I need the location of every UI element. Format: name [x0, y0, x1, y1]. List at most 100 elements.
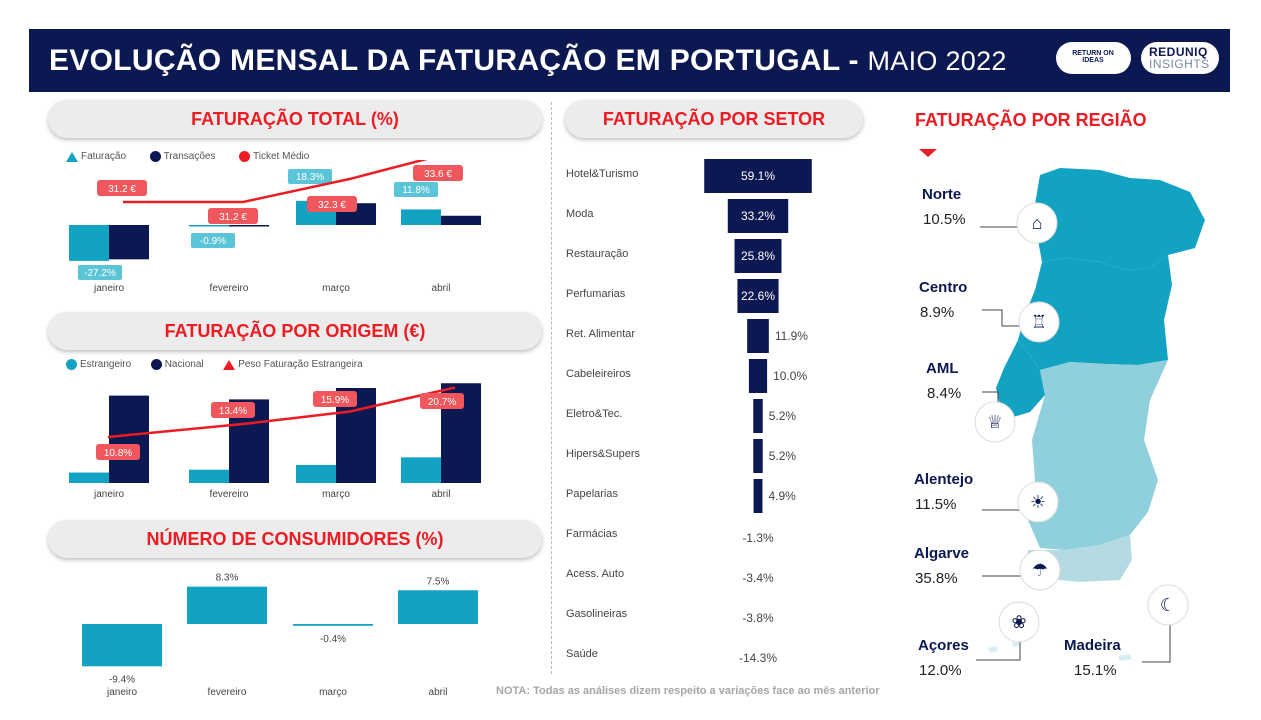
portugal-map: ⌂ ♖ ♕ ☀ ☂ ❀ ☾ [974, 168, 1205, 663]
palace-icon: ♖ [1018, 301, 1060, 343]
data-label-box [191, 233, 235, 248]
roi-logo-text: RETURN ON IDEAS [1072, 50, 1114, 64]
x-tick-label: fevereiro [210, 283, 249, 294]
data-label-consumidores: -0.4% [320, 634, 346, 645]
region-value: 12.0% [919, 662, 962, 679]
bar-estrangeiro [69, 472, 109, 483]
x-tick-label: janeiro [93, 489, 124, 500]
bar-consumidores [82, 624, 162, 667]
data-label-ticket: 31.2 € [108, 184, 136, 195]
legend-label: Peso Faturação Estrangeira [238, 359, 363, 370]
data-label-box [208, 208, 258, 224]
triangle-marker-icon [223, 359, 236, 370]
data-label-consumidores: -9.4% [109, 674, 135, 685]
caret-down-icon [919, 149, 937, 157]
sector-label: Moda [566, 208, 594, 220]
data-label-faturacao: 11.8% [402, 185, 430, 196]
data-label-ticket: 31.2 € [219, 212, 247, 223]
x-tick-label: abril [432, 283, 451, 294]
data-label-setor: 4.9% [768, 489, 796, 503]
svg-text:♖: ♖ [1031, 312, 1047, 332]
reduniq-logo-text: REDUNIQ [1149, 45, 1208, 59]
bar-estrangeiro [189, 469, 229, 483]
data-label-setor: -1.3% [742, 531, 774, 545]
region-name: Alentejo [914, 471, 974, 488]
section-title-total: FATURAÇÃO TOTAL (%) [48, 100, 542, 138]
sector-label: Hotel&Turismo [566, 168, 638, 180]
insights-logo-text: INSIGHTS [1149, 57, 1210, 71]
banana-icon: ☾ [1147, 584, 1189, 626]
sector-label: Eletro&Tec. [566, 408, 622, 420]
bar-faturacao [189, 225, 229, 227]
data-label-box [78, 265, 122, 280]
data-label-box [413, 165, 463, 181]
data-label-setor: 5.2% [769, 409, 797, 423]
data-label-setor: 22.6% [741, 289, 775, 303]
sector-label: Farmácias [566, 528, 618, 540]
data-label-setor: 11.9% [775, 329, 808, 343]
header-bar: EVOLUÇÃO MENSAL DA FATURAÇÃO EM PORTUGAL… [29, 29, 1230, 92]
x-tick-label: janeiro [106, 687, 137, 698]
pineapple-icon: ❀ [998, 601, 1040, 643]
legend-origem: Estrangeiro Nacional Peso Faturação Estr… [66, 359, 363, 370]
bar-setor [747, 319, 769, 353]
sector-label: Papelarias [566, 488, 618, 500]
bar-estrangeiro [401, 457, 441, 483]
triangle-marker-icon [66, 151, 78, 162]
region-name: AML [926, 360, 959, 377]
legend-label: Ticket Médio [253, 151, 310, 162]
bar-faturacao [69, 225, 109, 261]
data-label-box [420, 393, 464, 409]
region-name: Açores [918, 637, 969, 654]
map-regions [988, 168, 1205, 661]
region-value: 8.4% [927, 385, 962, 402]
x-tick-label: fevereiro [208, 687, 247, 698]
reduniq-insights-logo: REDUNIQ INSIGHTS [1141, 42, 1219, 74]
data-label-setor: 5.2% [769, 449, 797, 463]
data-label-peso: 15.9% [321, 395, 349, 406]
svg-text:☂: ☂ [1032, 560, 1048, 580]
legend-label: Nacional [164, 359, 204, 370]
sector-label: Saúde [566, 648, 598, 660]
x-tick-label: abril [432, 489, 451, 500]
svg-text:⌂: ⌂ [1032, 213, 1043, 233]
x-tick-label: fevereiro [210, 489, 249, 500]
sector-label: Hipers&Supers [566, 448, 640, 460]
svg-text:☀: ☀ [1030, 492, 1046, 512]
data-label-box [307, 196, 357, 212]
region-value: 8.9% [920, 304, 955, 321]
data-label-box [313, 391, 357, 407]
bar-estrangeiro [296, 464, 336, 483]
data-label-faturacao: 18.3% [296, 172, 324, 183]
bar-transacoes [229, 225, 269, 227]
section-title-consumidores: NÚMERO DE CONSUMIDORES (%) [48, 520, 542, 558]
svg-text:☾: ☾ [1160, 595, 1176, 615]
legend-label: Estrangeiro [80, 359, 132, 370]
region-name: Madeira [1064, 637, 1121, 654]
chart-consumidores: -9.4% janeiro 8.3% fevereiro -0.4% março 7.5% a… [82, 573, 478, 698]
region-name: Algarve [914, 545, 970, 562]
bar-transacoes [441, 215, 481, 225]
data-label-faturacao: -27.2% [84, 268, 116, 279]
bridge-icon: ⌂ [1016, 202, 1058, 244]
data-label-setor: 59.1% [741, 169, 775, 183]
map-region-aml [996, 340, 1045, 418]
sun-field-icon: ☀ [1017, 481, 1059, 523]
bar-setor [727, 199, 789, 233]
data-label-ticket: 32.3 € [318, 200, 346, 211]
chart-faturacao-total: janeiro fevereiro março abril -27.2% -0.9% 18.… [69, 160, 481, 294]
data-label-faturacao: -0.9% [200, 236, 226, 247]
title-subtitle: MAIO 2022 [867, 46, 1007, 76]
region-value: 10.5% [923, 211, 966, 228]
data-label-consumidores: 7.5% [427, 576, 450, 587]
section-title-origem: FATURAÇÃO POR ORIGEM (€) [48, 312, 542, 350]
bar-setor [704, 159, 812, 193]
title-main: EVOLUÇÃO MENSAL DA FATURAÇÃO EM PORTUGAL… [49, 44, 859, 77]
line-peso-estrangeira [107, 386, 456, 439]
bar-consumidores [293, 624, 373, 626]
data-label-box [211, 402, 255, 418]
chart-faturacao-origem: janeiro fevereiro março abril 10.8% 13.4% 15.9… [69, 383, 481, 500]
svg-text:♕: ♕ [987, 412, 1003, 432]
data-label-box [394, 182, 438, 197]
